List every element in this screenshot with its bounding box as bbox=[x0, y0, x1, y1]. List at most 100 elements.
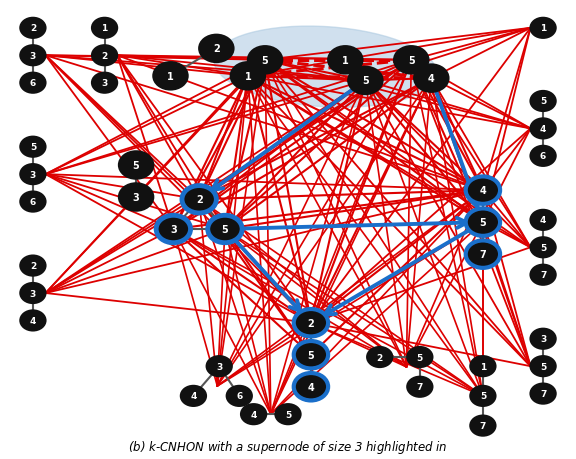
Circle shape bbox=[275, 404, 301, 424]
Text: 5: 5 bbox=[285, 410, 291, 419]
Text: 5: 5 bbox=[540, 97, 546, 106]
Text: 1: 1 bbox=[167, 72, 174, 82]
Circle shape bbox=[20, 283, 46, 303]
Text: 3: 3 bbox=[540, 335, 546, 343]
Circle shape bbox=[470, 356, 495, 376]
Circle shape bbox=[294, 373, 328, 401]
Text: 3: 3 bbox=[170, 224, 177, 235]
Text: 4: 4 bbox=[428, 74, 435, 84]
Text: 3: 3 bbox=[30, 289, 36, 298]
Text: 7: 7 bbox=[416, 382, 423, 392]
Text: 1: 1 bbox=[480, 362, 486, 371]
Text: 3: 3 bbox=[30, 52, 36, 61]
Text: 2: 2 bbox=[377, 353, 383, 362]
Text: 2: 2 bbox=[213, 45, 219, 54]
Circle shape bbox=[208, 216, 242, 243]
Text: 4: 4 bbox=[30, 316, 36, 325]
Text: 4: 4 bbox=[251, 410, 257, 419]
Circle shape bbox=[20, 137, 46, 157]
Circle shape bbox=[20, 46, 46, 66]
Circle shape bbox=[92, 73, 117, 94]
Circle shape bbox=[20, 165, 46, 185]
Text: 5: 5 bbox=[480, 218, 486, 228]
Circle shape bbox=[92, 46, 117, 66]
Circle shape bbox=[20, 192, 46, 212]
Circle shape bbox=[530, 265, 556, 285]
Text: 4: 4 bbox=[190, 392, 196, 401]
Circle shape bbox=[466, 241, 500, 268]
Text: 1: 1 bbox=[540, 24, 546, 33]
Circle shape bbox=[530, 356, 556, 376]
Circle shape bbox=[156, 216, 191, 243]
Circle shape bbox=[20, 311, 46, 331]
Text: 1: 1 bbox=[101, 24, 108, 33]
Circle shape bbox=[407, 377, 433, 397]
Text: 7: 7 bbox=[540, 271, 546, 280]
Circle shape bbox=[241, 404, 266, 424]
Text: 5: 5 bbox=[416, 353, 423, 362]
Circle shape bbox=[328, 47, 362, 74]
Text: 4: 4 bbox=[540, 125, 546, 134]
Circle shape bbox=[367, 347, 392, 367]
Circle shape bbox=[530, 92, 556, 112]
Circle shape bbox=[20, 19, 46, 39]
Circle shape bbox=[294, 341, 328, 369]
Text: 2: 2 bbox=[30, 262, 36, 270]
Circle shape bbox=[182, 186, 217, 213]
Circle shape bbox=[466, 177, 500, 204]
Circle shape bbox=[470, 416, 495, 436]
Circle shape bbox=[92, 19, 117, 39]
Ellipse shape bbox=[214, 27, 437, 108]
Circle shape bbox=[466, 209, 500, 236]
Text: 2: 2 bbox=[308, 318, 314, 328]
Text: 4: 4 bbox=[308, 382, 314, 392]
Circle shape bbox=[530, 238, 556, 258]
Text: (b) $k$-CNHON with a supernode of size 3 highlighted in: (b) $k$-CNHON with a supernode of size 3… bbox=[128, 438, 448, 455]
Circle shape bbox=[530, 329, 556, 349]
Text: 5: 5 bbox=[362, 76, 369, 86]
Text: 7: 7 bbox=[540, 389, 546, 398]
Text: 7: 7 bbox=[480, 421, 486, 430]
Circle shape bbox=[20, 73, 46, 94]
Text: 5: 5 bbox=[480, 392, 486, 401]
Circle shape bbox=[119, 152, 153, 179]
Text: 2: 2 bbox=[30, 24, 36, 33]
Circle shape bbox=[530, 384, 556, 404]
Text: 5: 5 bbox=[262, 56, 268, 66]
Circle shape bbox=[530, 19, 556, 39]
Text: 3: 3 bbox=[216, 362, 222, 371]
Text: 5: 5 bbox=[408, 56, 415, 66]
Text: 6: 6 bbox=[30, 198, 36, 207]
Circle shape bbox=[530, 210, 556, 230]
Text: 5: 5 bbox=[540, 243, 546, 252]
Text: 3: 3 bbox=[101, 79, 108, 88]
Text: 1: 1 bbox=[342, 56, 348, 66]
Circle shape bbox=[248, 47, 282, 74]
Circle shape bbox=[227, 386, 252, 406]
Text: 3: 3 bbox=[30, 170, 36, 179]
Circle shape bbox=[394, 47, 429, 74]
Circle shape bbox=[199, 36, 233, 63]
Text: 6: 6 bbox=[30, 79, 36, 88]
Text: 5: 5 bbox=[308, 350, 314, 360]
Text: 5: 5 bbox=[540, 362, 546, 371]
Circle shape bbox=[414, 65, 449, 93]
Text: 3: 3 bbox=[132, 193, 139, 202]
Circle shape bbox=[530, 119, 556, 139]
Circle shape bbox=[530, 146, 556, 167]
Text: 2: 2 bbox=[101, 52, 108, 61]
Circle shape bbox=[294, 309, 328, 337]
Circle shape bbox=[207, 356, 232, 376]
Text: 7: 7 bbox=[480, 250, 486, 260]
Circle shape bbox=[470, 386, 495, 406]
Circle shape bbox=[407, 347, 433, 367]
Text: 1: 1 bbox=[244, 72, 251, 82]
Circle shape bbox=[153, 63, 188, 90]
Text: 4: 4 bbox=[540, 216, 546, 225]
Circle shape bbox=[230, 63, 265, 90]
Text: 5: 5 bbox=[222, 224, 228, 235]
Text: 4: 4 bbox=[480, 186, 486, 196]
Text: 5: 5 bbox=[30, 143, 36, 152]
Circle shape bbox=[119, 184, 153, 211]
Text: 2: 2 bbox=[196, 195, 203, 205]
